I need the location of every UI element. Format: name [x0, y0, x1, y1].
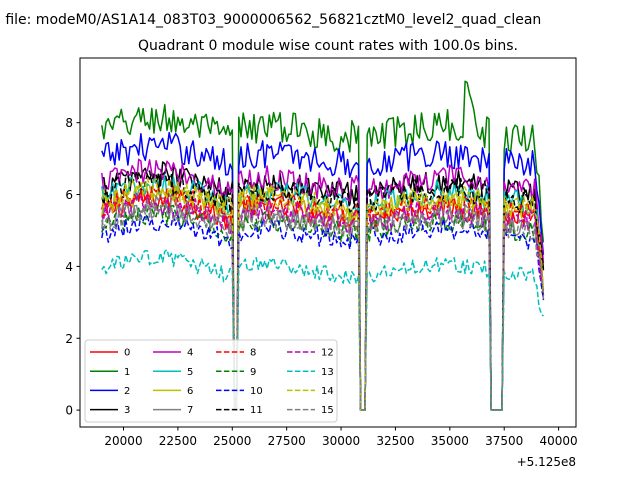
legend-box: [84, 339, 338, 423]
series-line-4: [101, 158, 545, 411]
y-tick-label: 4: [65, 260, 73, 274]
y-tick-label: 2: [65, 332, 73, 346]
legend-label-14: 14: [321, 386, 334, 397]
y-tick-label: 6: [65, 188, 73, 202]
legend-label-0: 0: [124, 348, 130, 359]
legend-label-5: 5: [187, 367, 193, 378]
legend-label-2: 2: [124, 386, 130, 397]
chart-title: Quadrant 0 module wise count rates with …: [138, 38, 518, 54]
series-line-1: [101, 80, 545, 411]
file-name-suptitle: n file: modeM0/AS1A14_083T03_9000006562_…: [0, 12, 541, 28]
legend-label-6: 6: [187, 386, 193, 397]
series-layer: [101, 80, 545, 411]
series-line-14: [101, 177, 545, 411]
legend-label-9: 9: [250, 367, 256, 378]
x-tick-label: 40000: [540, 434, 578, 448]
series-line-15: [101, 199, 545, 411]
x-tick-label: 20000: [104, 434, 142, 448]
x-tick-label: 25000: [213, 434, 251, 448]
legend-label-11: 11: [250, 405, 263, 416]
y-axis: 0 2 4 6 8: [65, 116, 80, 418]
series-line-11: [101, 170, 545, 411]
x-axis: 20000 22500 25000 27500 30000 32500 35000 37500…: [104, 427, 578, 448]
legend-label-7: 7: [187, 405, 193, 416]
x-tick-label: 30000: [322, 434, 360, 448]
x-tick-label: 22500: [159, 434, 197, 448]
series-line-7: [101, 195, 545, 411]
plot-frame: [79, 57, 577, 428]
legend-label-8: 8: [250, 348, 256, 359]
legend-label-3: 3: [124, 405, 130, 416]
x-tick-label: 27500: [268, 434, 306, 448]
x-tick-label: 35000: [431, 434, 469, 448]
legend-label-4: 4: [187, 348, 193, 359]
series-line-12: [101, 193, 544, 411]
legend-label-10: 10: [250, 386, 263, 397]
series-line-10: [101, 211, 545, 411]
series-line-2: [101, 131, 545, 411]
series-line-13: [101, 248, 544, 411]
x-tick-label: 37500: [485, 434, 523, 448]
legend-label-12: 12: [321, 348, 334, 359]
y-tick-label: 8: [65, 116, 73, 130]
legend-label-15: 15: [321, 405, 334, 416]
x-tick-label: 32500: [376, 434, 414, 448]
y-tick-label: 0: [65, 404, 73, 418]
x-offset-label: +5.125e8: [517, 455, 576, 469]
legend-label-1: 1: [124, 367, 130, 378]
legend-label-13: 13: [321, 367, 334, 378]
